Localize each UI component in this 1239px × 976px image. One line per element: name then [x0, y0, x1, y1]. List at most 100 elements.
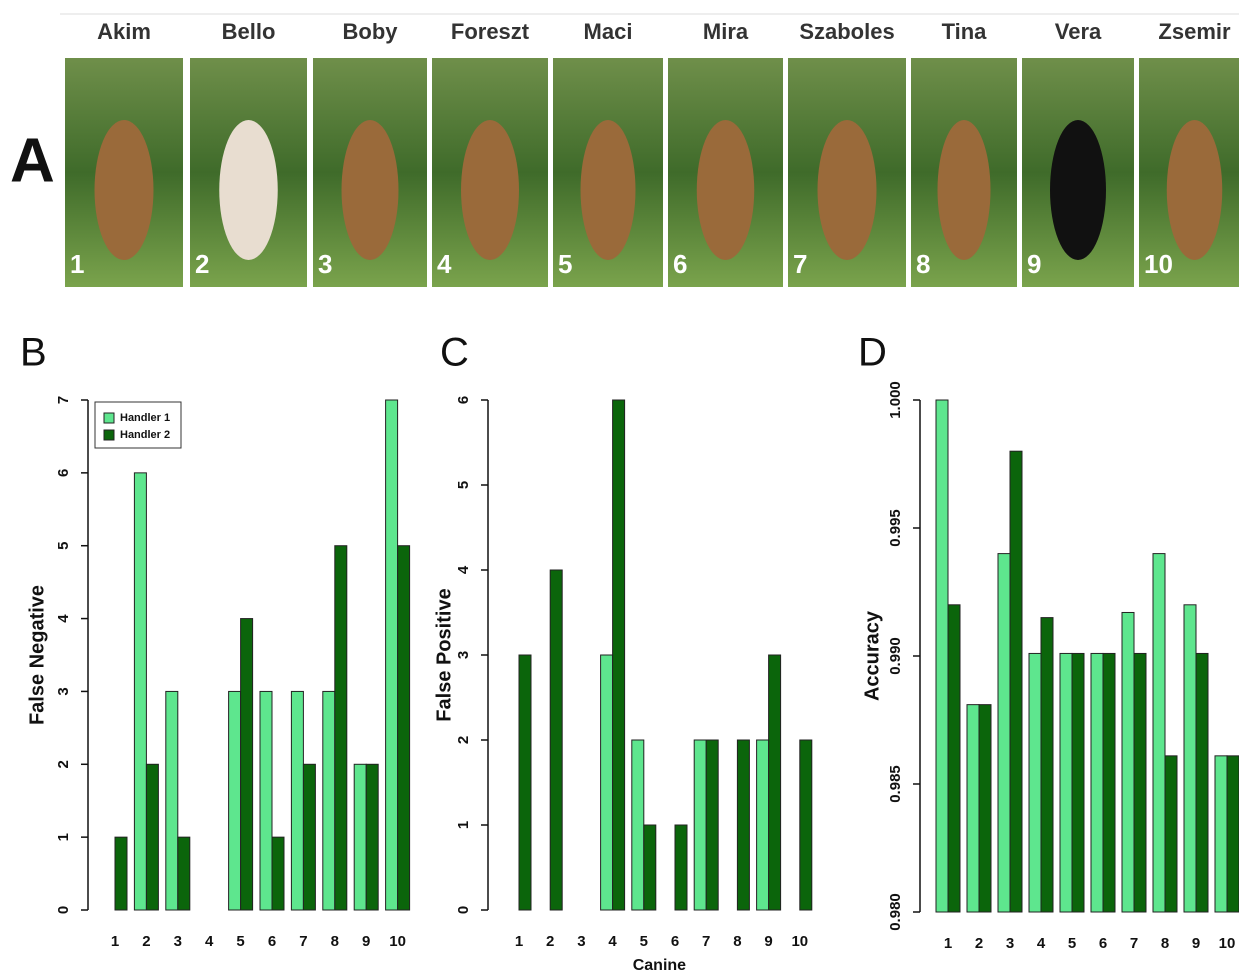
y-tick-label: 6: [455, 396, 472, 404]
dog-silhouette: [1050, 120, 1106, 260]
bar: [1227, 756, 1239, 912]
bar: [1010, 451, 1022, 912]
bar: [1072, 653, 1084, 912]
bar: [386, 400, 398, 910]
bar: [335, 546, 347, 910]
x-tick-label: 9: [362, 933, 370, 950]
dog-name: Bello: [222, 19, 276, 44]
bar: [146, 764, 158, 910]
bar: [303, 764, 315, 910]
x-tick-label: 7: [1130, 935, 1138, 952]
dog-number: 9: [1027, 249, 1041, 279]
x-tick-label: 4: [205, 933, 214, 950]
bar: [1215, 756, 1227, 912]
bar: [272, 837, 284, 910]
x-tick-label: 2: [975, 935, 983, 952]
y-tick-label: 7: [55, 396, 72, 404]
x-tick-label: 6: [1099, 935, 1107, 952]
x-tick-label: 3: [174, 933, 182, 950]
figure: A Akim1Bello2Boby3Foreszt4Maci5Mira6Szab…: [0, 0, 1239, 976]
y-tick-label: 6: [55, 469, 72, 477]
y-tick-label: 5: [455, 481, 472, 489]
dog-name: Mira: [703, 19, 749, 44]
x-tick-label: 10: [791, 933, 808, 950]
bar: [323, 691, 335, 910]
y-tick-label: 4: [455, 565, 472, 574]
y-tick-label: 0: [455, 906, 472, 914]
dog-number: 8: [916, 249, 930, 279]
dog-silhouette: [461, 120, 519, 260]
dog-silhouette: [938, 120, 991, 260]
bar: [291, 691, 303, 910]
bar: [519, 655, 531, 910]
bar: [1122, 612, 1134, 912]
panel-label: D: [858, 331, 887, 375]
y-axis-label: Accuracy: [861, 610, 883, 701]
legend-swatch: [104, 413, 114, 423]
legend-label: Handler 2: [120, 429, 170, 441]
legend-swatch: [104, 430, 114, 440]
dog-number: 6: [673, 249, 687, 279]
x-tick-label: 7: [299, 933, 307, 950]
dog-silhouette: [219, 120, 278, 260]
x-tick-label: 9: [764, 933, 772, 950]
dog-name: Foreszt: [451, 19, 530, 44]
dog-name: Zsemir: [1158, 19, 1231, 44]
x-tick-label: 3: [1006, 935, 1014, 952]
x-tick-label: 9: [1192, 935, 1200, 952]
x-tick-label: 5: [1068, 935, 1076, 952]
bar: [1153, 554, 1165, 912]
x-tick-label: 1: [944, 935, 952, 952]
y-tick-label: 1: [455, 821, 472, 829]
x-axis-label: Canine: [633, 957, 686, 974]
dog-number: 3: [318, 249, 332, 279]
bar: [757, 740, 769, 910]
x-tick-label: 2: [546, 933, 554, 950]
y-tick-label: 0.990: [887, 637, 904, 675]
bar: [550, 570, 562, 910]
y-tick-label: 0.995: [887, 509, 904, 547]
legend-label: Handler 1: [120, 412, 170, 424]
y-tick-label: 2: [455, 736, 472, 744]
bar: [1103, 653, 1115, 912]
bar: [601, 655, 613, 910]
dog-silhouette: [697, 120, 755, 260]
bar: [800, 740, 812, 910]
x-tick-label: 6: [268, 933, 276, 950]
dog-number: 4: [437, 249, 452, 279]
bar: [1029, 653, 1041, 912]
bar: [178, 837, 190, 910]
dog-number: 5: [558, 249, 572, 279]
y-tick-label: 0.985: [887, 765, 904, 803]
x-tick-label: 3: [577, 933, 585, 950]
bar: [166, 691, 178, 910]
dog-name: Akim: [97, 19, 151, 44]
bar: [632, 740, 644, 910]
bar: [675, 825, 687, 910]
bar: [115, 837, 127, 910]
bar: [260, 691, 272, 910]
x-tick-label: 2: [142, 933, 150, 950]
dog-name: Boby: [343, 19, 399, 44]
y-tick-label: 1.000: [887, 381, 904, 419]
bar: [1134, 653, 1146, 912]
x-tick-label: 1: [515, 933, 523, 950]
y-axis-label: False Negative: [26, 585, 48, 725]
x-tick-label: 10: [389, 933, 406, 950]
y-tick-label: 0.980: [887, 893, 904, 931]
panel-label: A: [10, 126, 55, 195]
y-axis-label: False Positive: [433, 588, 455, 721]
x-tick-label: 4: [608, 933, 617, 950]
bar: [998, 554, 1010, 912]
panel-label: C: [440, 331, 469, 375]
dog-silhouette: [342, 120, 399, 260]
dog-number: 7: [793, 249, 807, 279]
x-tick-label: 8: [331, 933, 339, 950]
dog-silhouette: [818, 120, 877, 260]
bar: [936, 400, 948, 912]
x-tick-label: 6: [671, 933, 679, 950]
bar: [706, 740, 718, 910]
bar: [134, 473, 146, 910]
bar: [769, 655, 781, 910]
bar: [979, 705, 991, 912]
